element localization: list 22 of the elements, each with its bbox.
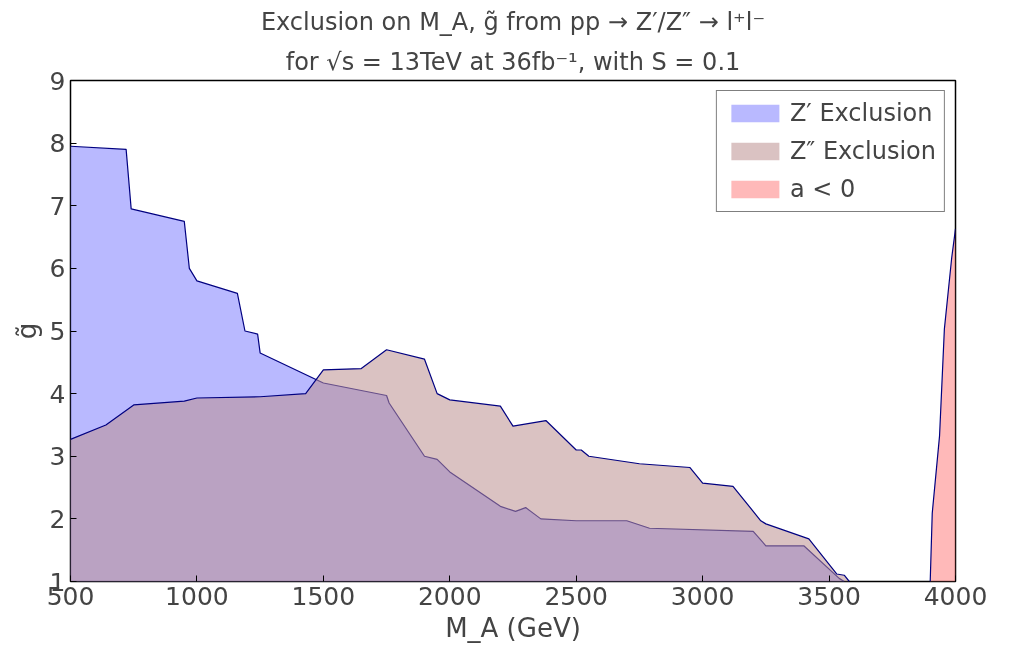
- x-tick-label: 2500: [544, 581, 609, 611]
- y-tick-label: 6: [49, 254, 66, 284]
- legend-label: a < 0: [789, 175, 856, 203]
- y-tick-label: 8: [49, 129, 66, 159]
- y-tick-label: 2: [49, 504, 66, 534]
- legend-label: Z′ Exclusion: [789, 99, 933, 127]
- y-tick-label: 3: [49, 442, 66, 472]
- y-tick-label: 4: [49, 379, 66, 409]
- x-tick-label: 3000: [670, 581, 735, 611]
- x-tick-label: 2000: [417, 581, 482, 611]
- legend-label: Z″ Exclusion: [789, 137, 936, 165]
- y-axis-title: g̃: [11, 322, 42, 340]
- chart-title: Exclusion on M_A, g̃ from pp → Z′/Z″ → l⁺l⁻: [260, 7, 766, 36]
- y-tick-label: 9: [49, 66, 66, 96]
- x-tick-label: 3500: [797, 581, 861, 611]
- y-tick-label: 7: [49, 191, 66, 221]
- x-axis-title: M_A (GeV): [445, 612, 581, 643]
- x-tick-label: 1500: [291, 581, 356, 611]
- chart-subtitle: for √s = 13TeV at 36fb⁻¹, with S = 0.1: [285, 47, 741, 76]
- x-tick-label: 1000: [165, 581, 229, 611]
- x-tick-label: 4000: [923, 581, 988, 611]
- y-tick-label: 5: [49, 317, 66, 346]
